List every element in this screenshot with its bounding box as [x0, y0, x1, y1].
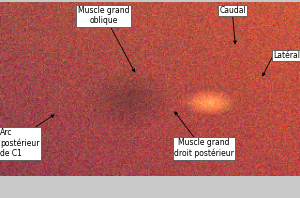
Text: Latéral: Latéral	[273, 51, 300, 60]
Text: Caudal: Caudal	[219, 6, 246, 15]
Text: Muscle grand
droit postérieur: Muscle grand droit postérieur	[174, 138, 234, 158]
Text: Arc
postérieur
de C1: Arc postérieur de C1	[0, 128, 40, 158]
Text: Muscle grand
oblique: Muscle grand oblique	[78, 6, 129, 25]
